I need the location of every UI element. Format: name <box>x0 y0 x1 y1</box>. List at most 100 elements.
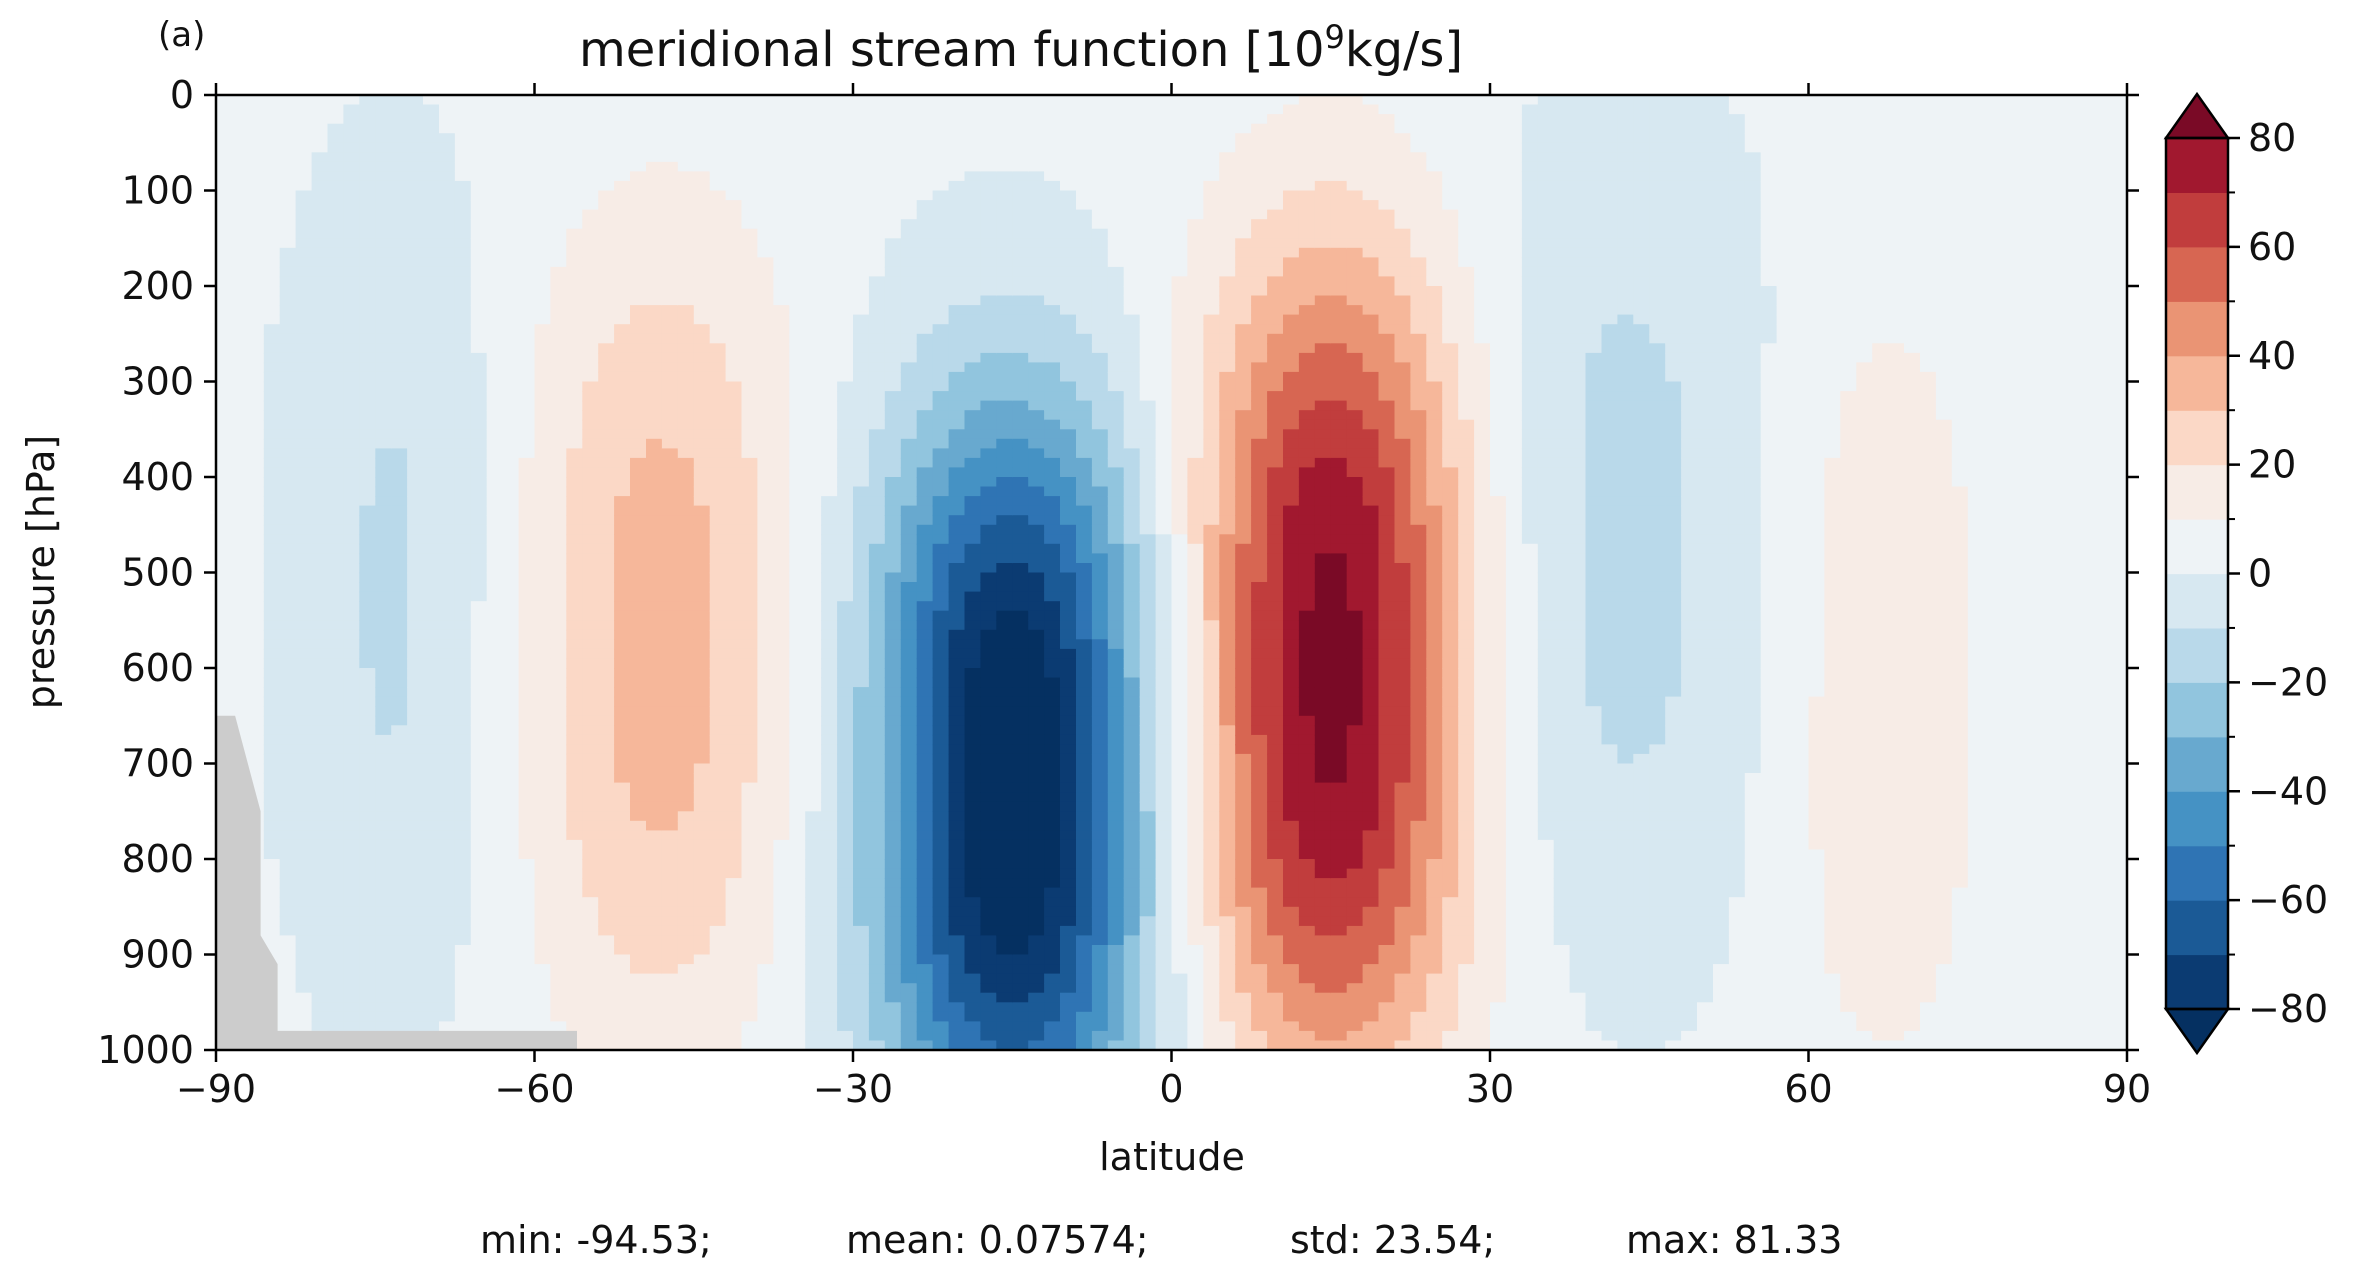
field-cell <box>327 839 345 851</box>
field-cell <box>534 152 552 163</box>
field-cell <box>789 104 806 115</box>
field-cell <box>630 238 647 249</box>
field-cell <box>598 782 615 793</box>
field-cell <box>279 1011 297 1023</box>
field-cell <box>868 773 886 784</box>
field-cell <box>279 925 297 937</box>
field-cell <box>916 371 934 383</box>
field-cell <box>582 916 599 927</box>
field-cell <box>757 572 775 583</box>
field-cell <box>550 925 568 937</box>
field-cell <box>327 658 345 669</box>
field-cell <box>454 209 472 220</box>
field-cell <box>932 878 950 889</box>
field-cell <box>343 925 361 937</box>
field-cell <box>821 314 838 325</box>
field-cell <box>375 572 392 583</box>
field-cell <box>311 677 329 688</box>
field-cell <box>439 200 456 211</box>
field-cell <box>247 543 265 555</box>
field-cell <box>900 983 918 994</box>
field-cell <box>598 381 615 392</box>
field-cell <box>646 438 663 450</box>
field-cell <box>598 677 615 688</box>
field-cell <box>566 266 583 278</box>
field-cell <box>757 410 775 421</box>
field-cell <box>423 553 440 564</box>
field-cell <box>566 247 583 259</box>
field-cell <box>327 333 345 345</box>
field-cell <box>216 391 233 402</box>
field-cell <box>582 868 599 879</box>
field-cell <box>868 935 886 946</box>
field-cell <box>263 486 281 497</box>
field-cell <box>454 648 472 660</box>
field-cell <box>805 620 822 631</box>
field-cell <box>566 916 583 927</box>
field-cell <box>725 601 743 612</box>
field-cell <box>327 266 345 278</box>
field-cell <box>741 983 759 994</box>
field-cell <box>407 266 424 278</box>
field-cell <box>263 257 281 268</box>
field-cell <box>677 629 695 641</box>
field-cell <box>805 830 822 841</box>
field-cell <box>470 629 488 641</box>
field-cell <box>837 658 854 669</box>
field-cell <box>407 276 424 287</box>
field-cell <box>900 563 918 574</box>
field-cell <box>725 257 743 268</box>
field-cell <box>884 878 902 889</box>
field-cell <box>773 400 791 411</box>
field-cell <box>725 133 743 144</box>
field-cell <box>439 601 456 612</box>
field-cell <box>948 477 966 488</box>
field-cell <box>837 753 854 765</box>
field-cell <box>327 725 345 736</box>
field-cell <box>789 95 806 106</box>
field-cell <box>343 352 361 364</box>
field-cell <box>964 457 982 469</box>
field-cell <box>932 811 950 822</box>
field-cell <box>964 381 982 392</box>
field-cell <box>295 582 313 593</box>
field-cell <box>375 171 392 182</box>
field-cell <box>343 677 361 688</box>
field-cell <box>454 362 472 373</box>
field-cell <box>980 658 998 669</box>
field-cell <box>470 238 488 249</box>
field-cell <box>470 687 488 698</box>
field-cell <box>582 1021 599 1032</box>
field-cell <box>693 878 711 889</box>
field-cell <box>773 515 791 526</box>
field-cell <box>582 658 599 669</box>
field-cell <box>789 696 806 707</box>
field-cell <box>327 820 345 832</box>
field-cell <box>343 935 361 946</box>
field-cell <box>900 486 918 497</box>
field-cell <box>773 371 791 383</box>
field-cell <box>343 161 361 173</box>
field-cell <box>789 467 806 478</box>
field-cell <box>486 887 504 898</box>
field-cell <box>279 133 297 144</box>
field-cell <box>566 343 583 354</box>
field-cell <box>566 371 583 383</box>
field-cell <box>805 104 822 115</box>
field-cell <box>948 773 966 784</box>
field-cell <box>630 820 647 832</box>
field-cell <box>948 706 966 717</box>
field-cell <box>630 95 647 106</box>
field-cell <box>486 295 504 306</box>
field-cell <box>263 935 281 946</box>
field-cell <box>391 391 408 402</box>
field-cell <box>518 171 536 182</box>
field-cell <box>247 467 265 478</box>
field-cell <box>964 830 982 841</box>
field-cell <box>821 343 838 354</box>
field-cell <box>884 438 902 450</box>
field-cell <box>263 467 281 478</box>
field-cell <box>900 859 918 870</box>
field-cell <box>470 257 488 268</box>
field-cell <box>932 200 950 211</box>
